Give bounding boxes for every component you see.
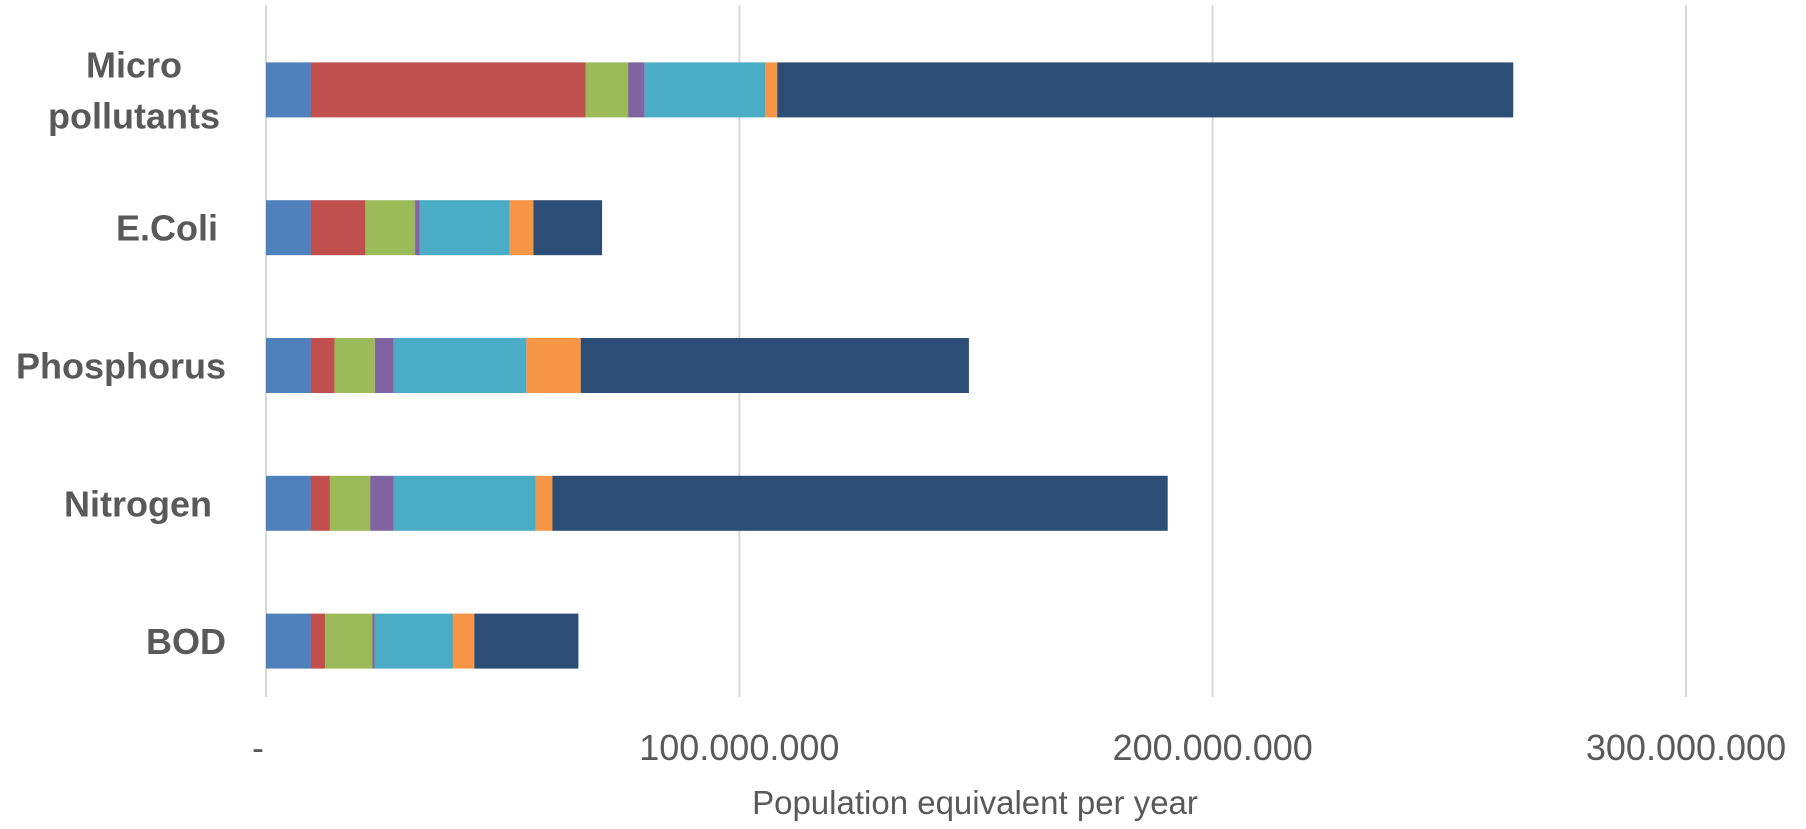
bar-segment: [535, 475, 553, 531]
category-label: Micro pollutants: [48, 44, 220, 136]
category-label: Phosphorus: [16, 346, 226, 387]
bar-segment: [452, 613, 475, 669]
x-tick-label: -: [252, 727, 264, 768]
bar-segment: [334, 338, 375, 393]
x-tick-label: 100.000.000: [639, 727, 839, 768]
bar-segment: [474, 613, 579, 669]
bar-segment: [419, 200, 510, 256]
x-axis-title: Population equivalent per year: [752, 784, 1198, 821]
category-label: Nitrogen: [64, 483, 212, 524]
bar-segment: [266, 338, 311, 393]
bar-segment: [325, 613, 373, 669]
bar-segment: [310, 62, 586, 118]
tick-labels: - 100.000.000 200.000.000 300.000.000: [252, 727, 1786, 768]
bar-segment: [329, 475, 371, 531]
bar-segment: [765, 62, 778, 118]
bar-segment: [533, 200, 603, 256]
category-labels: Micro pollutants E.Coli Phosphorus Nitrogen B…: [16, 44, 226, 662]
bar-segment: [365, 200, 416, 256]
x-tick-label: 200.000.000: [1113, 727, 1313, 768]
bar-segment: [777, 62, 1514, 118]
bar-segment: [266, 200, 311, 256]
bar-segment: [374, 613, 453, 669]
bars: [266, 62, 1514, 669]
bar-segment: [310, 613, 326, 669]
bar-segment: [580, 338, 969, 393]
bar-segment: [585, 62, 629, 118]
bar-segment: [628, 62, 645, 118]
bar-segment: [372, 613, 375, 669]
bar-segment: [393, 338, 527, 393]
bar-segment: [552, 475, 1168, 531]
bar-segment: [266, 475, 311, 531]
bar-segment: [310, 200, 366, 256]
bar-segment: [526, 338, 581, 393]
bar-segment: [370, 475, 394, 531]
bar-segment: [415, 200, 420, 256]
bar-segment: [509, 200, 534, 256]
bar-segment: [310, 338, 335, 393]
category-label: BOD: [146, 621, 226, 662]
bar-segment: [266, 62, 311, 118]
x-tick-label: 300.000.000: [1586, 727, 1786, 768]
bar-segment: [644, 62, 766, 118]
bar-segment: [266, 613, 311, 669]
bar-segment: [393, 475, 536, 531]
bar-segment: [374, 338, 394, 393]
bar-segment: [310, 475, 330, 531]
category-label: E.Coli: [116, 208, 218, 249]
